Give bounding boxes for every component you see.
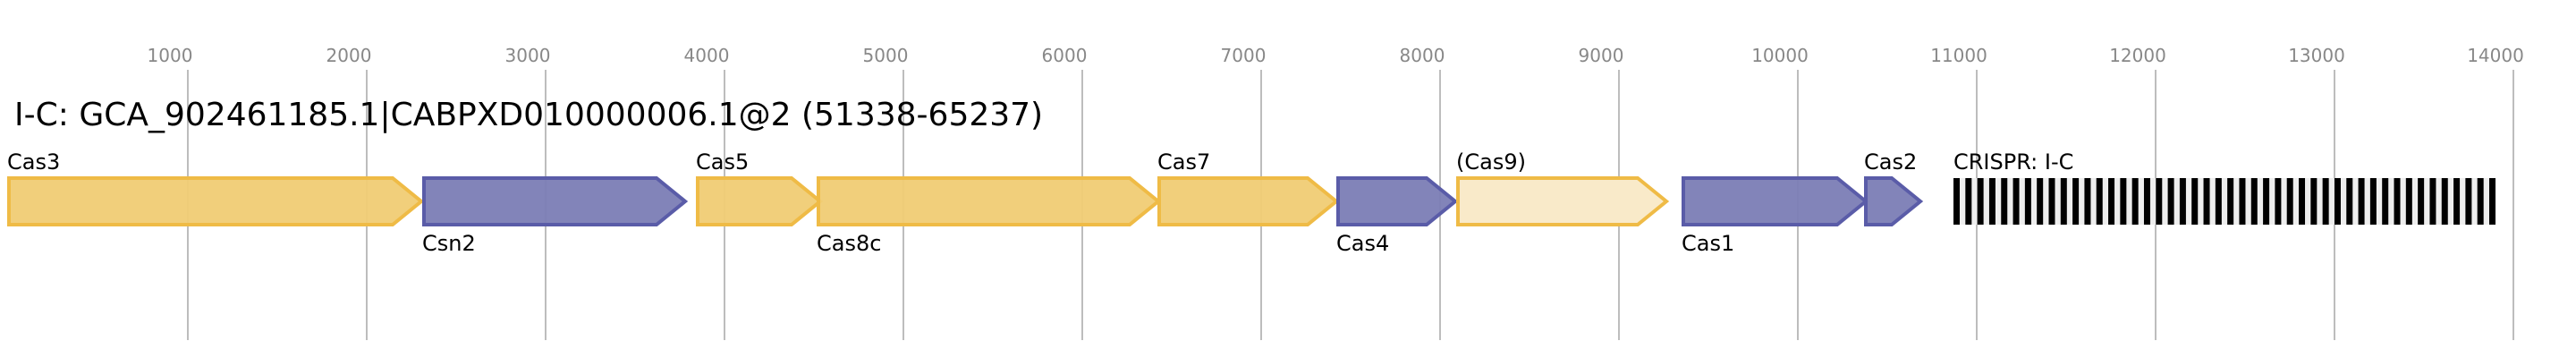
crispr-repeat xyxy=(2358,178,2365,225)
crispr-repeat xyxy=(2310,178,2318,225)
gene-arrow-cas7[interactable] xyxy=(1157,176,1340,226)
crispr-repeat xyxy=(2191,178,2199,225)
crispr-repeat xyxy=(2429,178,2436,225)
crispr-repeat xyxy=(2250,178,2258,225)
crispr-repeat xyxy=(2322,178,2329,225)
crispr-repeat xyxy=(2346,178,2353,225)
gene-arrow-csn2[interactable] xyxy=(422,176,689,226)
tick-label: 10000 xyxy=(1751,45,1809,66)
crispr-repeat xyxy=(2382,178,2389,225)
crispr-repeat xyxy=(2299,178,2306,225)
gene-arrow-cas9[interactable] xyxy=(1456,176,1670,226)
gene-label: Csn2 xyxy=(422,231,476,256)
tick-label: 2000 xyxy=(326,45,372,66)
gene-arrow-cas3[interactable] xyxy=(7,176,425,226)
crispr-repeat xyxy=(2394,178,2401,225)
crispr-repeat xyxy=(2048,178,2055,225)
crispr-repeat xyxy=(2096,178,2103,225)
crispr-repeat xyxy=(2275,178,2282,225)
tick-label: 6000 xyxy=(1042,45,1088,66)
tick-label: 9000 xyxy=(1579,45,1624,66)
crispr-repeat xyxy=(1965,178,1972,225)
crispr-repeat xyxy=(1988,178,1996,225)
tick-label: 11000 xyxy=(1930,45,1987,66)
crispr-repeat xyxy=(2203,178,2210,225)
crispr-repeat xyxy=(2120,178,2127,225)
crispr-repeat xyxy=(1977,178,1984,225)
locus-title: I-C: GCA_902461185.1|CABPXD010000006.1@2… xyxy=(14,97,1043,133)
tick-label: 12000 xyxy=(2109,45,2166,66)
crispr-repeat xyxy=(2453,178,2461,225)
crispr-repeat xyxy=(2143,178,2150,225)
crispr-repeat xyxy=(2072,178,2080,225)
crispr-repeat xyxy=(2167,178,2174,225)
crispr-repeat xyxy=(2131,178,2139,225)
tick-label: 4000 xyxy=(684,45,730,66)
gene-arrow-cas5[interactable] xyxy=(696,176,824,226)
crispr-repeat xyxy=(2215,178,2222,225)
crispr-repeat xyxy=(2024,178,2031,225)
gene-label: Cas8c xyxy=(817,231,881,256)
crispr-repeat xyxy=(2405,178,2412,225)
tick-label: 7000 xyxy=(1221,45,1267,66)
gene-label: Cas2 xyxy=(1864,149,1917,175)
crispr-repeat xyxy=(2465,178,2472,225)
crispr-background xyxy=(1953,178,2496,225)
crispr-repeat xyxy=(2001,178,2008,225)
gene-label: Cas1 xyxy=(1682,231,1734,256)
gene-label: Cas5 xyxy=(696,149,749,175)
crispr-repeat xyxy=(2084,178,2091,225)
crispr-repeat xyxy=(2239,178,2246,225)
crispr-repeat xyxy=(2156,178,2163,225)
crispr-array: CRISPR: I-C xyxy=(1953,149,2496,225)
genes: Cas3 Csn2 Cas5 Cas8c Cas7 Cas4 (Cas9) Cas1 Cas2 xyxy=(7,149,1924,256)
gene-label: Cas3 xyxy=(7,149,60,175)
crispr-label: CRISPR: I-C xyxy=(1953,149,2073,175)
crispr-repeat xyxy=(2012,178,2020,225)
tick-label: 14000 xyxy=(2467,45,2524,66)
gene-label: Cas4 xyxy=(1336,231,1389,256)
crispr-repeat xyxy=(2477,178,2484,225)
gene-label: (Cas9) xyxy=(1456,149,1526,175)
crispr-repeat xyxy=(2369,178,2377,225)
crispr-repeat xyxy=(2489,178,2496,225)
crispr-repeat xyxy=(2441,178,2448,225)
crispr-repeat xyxy=(2179,178,2186,225)
crispr-repeat xyxy=(2334,178,2341,225)
crispr-repeat xyxy=(2418,178,2425,225)
tick-label: 3000 xyxy=(505,45,551,66)
tick-label: 8000 xyxy=(1400,45,1445,66)
crispr-repeat xyxy=(2286,178,2293,225)
gene-label: Cas7 xyxy=(1157,149,1210,175)
crispr-repeat xyxy=(2108,178,2115,225)
gene-arrow-cas2[interactable] xyxy=(1864,176,1924,226)
crispr-repeat xyxy=(2263,178,2270,225)
gene-arrow-cas4[interactable] xyxy=(1336,176,1459,226)
tick-label: 13000 xyxy=(2288,45,2345,66)
tick-label: 5000 xyxy=(863,45,909,66)
gene-arrow-cas8c[interactable] xyxy=(817,176,1162,226)
crispr-repeat xyxy=(2060,178,2067,225)
crispr-repeat xyxy=(1953,178,1960,225)
gene-arrow-cas1[interactable] xyxy=(1682,176,1869,226)
crispr-repeat xyxy=(2227,178,2234,225)
tick-label: 1000 xyxy=(148,45,193,66)
crispr-repeat xyxy=(2037,178,2044,225)
